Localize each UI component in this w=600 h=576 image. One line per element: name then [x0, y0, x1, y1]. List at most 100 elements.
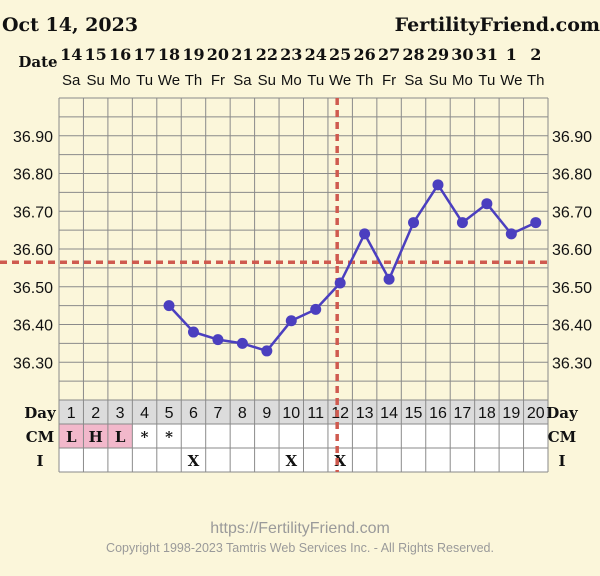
weekday-label: Sa: [233, 72, 252, 89]
date-label: 28: [402, 45, 424, 64]
y-tick-label-right: 36.80: [552, 167, 592, 184]
date-label: 29: [427, 45, 449, 64]
y-tick-label-left: 36.40: [13, 318, 53, 335]
weekday-label: Fr: [211, 72, 225, 89]
weekday-label: Su: [86, 72, 104, 89]
date-label: 17: [133, 45, 155, 64]
y-tick-label-left: 36.30: [13, 355, 53, 372]
intercourse-entry: X: [188, 452, 200, 470]
weekday-label: Tu: [307, 72, 324, 89]
cycle-day-number: 1: [67, 405, 76, 422]
temperature-point: [212, 334, 224, 346]
y-tick-label-left: 36.80: [13, 167, 53, 184]
weekday-label: Mo: [452, 72, 473, 89]
cycle-day-number: 15: [405, 405, 423, 422]
row-label-i-right: I: [558, 452, 565, 470]
weekday-label: Sa: [62, 72, 81, 89]
weekday-label: Tu: [136, 72, 153, 89]
cm-entry: *: [165, 428, 173, 446]
y-tick-label-left: 36.90: [13, 129, 53, 146]
temperature-point: [187, 326, 199, 338]
y-tick-label-right: 36.60: [552, 242, 592, 259]
temperature-point: [408, 217, 420, 229]
cycle-day-number: 9: [262, 405, 271, 422]
chart-date: Oct 14, 2023: [2, 14, 138, 36]
weekday-label: Th: [185, 72, 203, 89]
cycle-day-number: 3: [116, 405, 125, 422]
weekday-label: We: [500, 72, 522, 89]
cycle-day-number: 19: [502, 405, 520, 422]
row-label-day-left: Day: [24, 404, 57, 422]
cycle-day-number: 13: [356, 405, 374, 422]
cm-highlight-cell: [59, 424, 84, 448]
row-label-cm-left: CM: [26, 428, 55, 446]
y-tick-label-right: 36.70: [552, 204, 592, 221]
cycle-day-number: 7: [213, 405, 222, 422]
temperature-point: [359, 228, 371, 240]
temperature-point: [383, 273, 395, 285]
cycle-day-number: 14: [380, 405, 398, 422]
cycle-day-number: 12: [331, 405, 349, 422]
weekday-label: Su: [258, 72, 276, 89]
cm-highlight-cell: [107, 424, 133, 448]
weekday-label: Th: [356, 72, 374, 89]
weekday-label: Mo: [110, 72, 131, 89]
date-label: 15: [85, 45, 107, 64]
temperature-point: [530, 217, 542, 229]
date-row-label: Date: [18, 53, 57, 71]
brand-name: FertilityFriend.com: [395, 14, 600, 36]
cycle-day-number: 8: [238, 405, 247, 422]
cm-entry: L: [115, 428, 126, 446]
date-label: 24: [305, 45, 327, 64]
cm-highlight-cell: [83, 424, 108, 448]
temperature-point: [285, 315, 297, 327]
y-tick-label-right: 36.30: [552, 355, 592, 372]
row-label-day-right: Day: [546, 404, 579, 422]
row-label-cm-right: CM: [548, 428, 577, 446]
footer-url[interactable]: https://FertilityFriend.com: [210, 520, 390, 537]
weekday-label: Sa: [404, 72, 423, 89]
y-tick-label-right: 36.50: [552, 280, 592, 297]
date-label: 16: [109, 45, 131, 64]
cycle-day-number: 17: [454, 405, 472, 422]
intercourse-entry: X: [285, 452, 297, 470]
y-tick-label-right: 36.40: [552, 318, 592, 335]
date-label: 2: [530, 45, 541, 64]
temperature-series: [163, 179, 542, 357]
weekday-label: We: [329, 72, 351, 89]
axis-labels: 36.90 36.90 36.80 36.80 36.70 36.70 36.60 36.60…: [13, 45, 592, 470]
intercourse-entry: X: [334, 452, 346, 470]
footer-copyright: Copyright 1998-2023 Tamtris Web Services…: [106, 541, 494, 555]
date-label: 21: [231, 45, 253, 64]
weekday-label: Fr: [382, 72, 396, 89]
weekday-label: Tu: [478, 72, 495, 89]
temperature-point: [236, 337, 248, 349]
date-label: 27: [378, 45, 400, 64]
cycle-day-number: 11: [307, 405, 324, 422]
cm-entry: *: [141, 428, 149, 446]
weekday-label: Mo: [281, 72, 302, 89]
cycle-day-number: 10: [282, 405, 300, 422]
cycle-day-number: 4: [140, 405, 149, 422]
temperature-line: [168, 183, 537, 353]
weekday-label: Su: [429, 72, 447, 89]
date-label: 22: [256, 45, 278, 64]
date-label: 19: [182, 45, 204, 64]
date-label: 30: [451, 45, 473, 64]
temperature-point: [310, 303, 322, 315]
cycle-day-number: 18: [478, 405, 496, 422]
y-tick-label-left: 36.50: [13, 280, 53, 297]
cm-entry: H: [89, 428, 103, 446]
temperature-point: [481, 198, 493, 210]
date-label: 26: [353, 45, 375, 64]
date-label: 31: [476, 45, 498, 64]
temperature-point: [505, 228, 517, 240]
date-label: 18: [158, 45, 180, 64]
temperature-point: [334, 277, 346, 289]
row-label-i-left: I: [36, 452, 43, 470]
weekday-label: Th: [527, 72, 545, 89]
date-label: 20: [207, 45, 229, 64]
temperature-grid: [58, 97, 549, 401]
temperature-point: [456, 217, 468, 229]
